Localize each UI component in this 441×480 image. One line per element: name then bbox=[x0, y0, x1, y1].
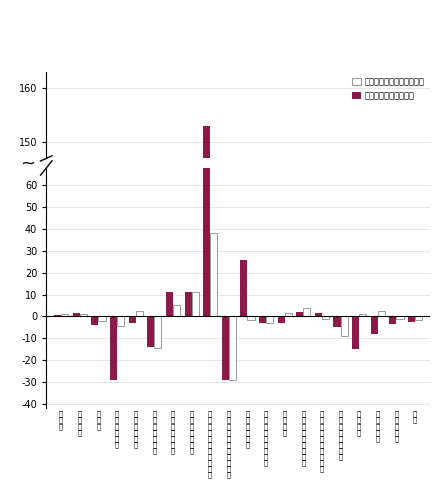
Bar bbox=[340, 316, 348, 336]
Bar bbox=[278, 316, 285, 323]
Bar bbox=[247, 316, 254, 320]
Bar bbox=[136, 311, 143, 316]
Bar bbox=[378, 311, 385, 316]
Bar bbox=[117, 316, 124, 326]
Bar bbox=[259, 316, 266, 323]
Bar bbox=[98, 316, 105, 321]
Bar bbox=[396, 316, 404, 319]
Bar bbox=[389, 316, 396, 324]
Bar bbox=[129, 316, 136, 323]
Bar bbox=[147, 316, 154, 347]
Bar bbox=[333, 316, 340, 327]
Bar bbox=[203, 126, 210, 480]
Bar bbox=[54, 315, 61, 316]
Bar bbox=[61, 314, 68, 316]
Bar bbox=[110, 316, 117, 380]
Bar bbox=[266, 316, 273, 323]
Bar bbox=[203, 0, 210, 316]
Bar bbox=[210, 233, 217, 316]
Bar bbox=[184, 292, 191, 316]
Text: ~: ~ bbox=[20, 154, 35, 172]
Bar bbox=[296, 312, 303, 316]
Bar bbox=[408, 316, 415, 322]
Bar bbox=[191, 292, 198, 316]
Bar bbox=[240, 260, 247, 316]
Bar bbox=[415, 316, 422, 320]
Bar bbox=[173, 305, 180, 316]
Bar bbox=[352, 316, 359, 349]
Bar bbox=[80, 314, 87, 316]
Bar bbox=[315, 313, 322, 316]
Bar bbox=[166, 292, 173, 316]
Bar bbox=[229, 316, 236, 380]
Bar bbox=[73, 313, 80, 316]
Legend: 前月比（季節調整済指数）, 前年同月比（原指数）: 前月比（季節調整済指数）, 前年同月比（原指数） bbox=[351, 76, 426, 102]
Bar bbox=[359, 314, 366, 316]
Bar bbox=[285, 313, 292, 316]
Bar bbox=[303, 308, 310, 316]
Bar bbox=[322, 316, 329, 319]
Bar bbox=[371, 316, 378, 334]
Bar bbox=[154, 316, 161, 348]
Bar bbox=[91, 316, 98, 325]
Bar bbox=[222, 316, 229, 380]
